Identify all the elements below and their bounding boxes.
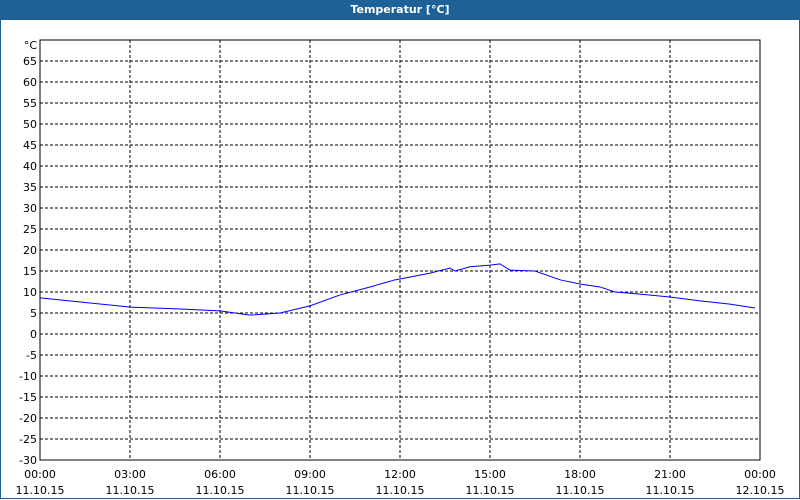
temperature-line	[39, 263, 756, 316]
x-tick-date: 11.10.15	[376, 484, 425, 497]
x-tick-date: 11.10.15	[556, 484, 605, 497]
y-tick-label: 15	[23, 265, 37, 278]
y-tick-label: -25	[19, 433, 37, 446]
x-tick-time: 03:00	[114, 468, 146, 481]
x-tick-time: 15:00	[474, 468, 506, 481]
y-tick-label: 60	[23, 76, 37, 89]
x-tick-date: 12.10.15	[736, 484, 785, 497]
x-tick-time: 00:00	[24, 468, 56, 481]
y-tick-label: -15	[19, 391, 37, 404]
plot-area	[39, 39, 761, 461]
y-tick-label: 45	[23, 139, 37, 152]
x-tick-time: 21:00	[654, 468, 686, 481]
y-tick-label: 10	[23, 286, 37, 299]
x-tick-date: 11.10.15	[646, 484, 695, 497]
x-tick-time: 09:00	[294, 468, 326, 481]
x-tick-time: 06:00	[204, 468, 236, 481]
chart-title: Temperatur [°C]	[0, 0, 800, 20]
y-tick-label: 40	[23, 160, 37, 173]
y-tick-label: 35	[23, 181, 37, 194]
y-tick-label: 65	[23, 55, 37, 68]
x-tick-date: 11.10.15	[16, 484, 65, 497]
x-tick-time: 00:00	[744, 468, 776, 481]
x-tick-date: 11.10.15	[106, 484, 155, 497]
y-tick-label: 5	[30, 307, 37, 320]
y-tick-label: 55	[23, 97, 37, 110]
y-tick-label: 50	[23, 118, 37, 131]
x-tick-time: 12:00	[384, 468, 416, 481]
y-tick-label: 30	[23, 202, 37, 215]
y-tick-label: -10	[19, 370, 37, 383]
x-tick-date: 11.10.15	[286, 484, 335, 497]
y-tick-label: 25	[23, 223, 37, 236]
x-tick-date: 11.10.15	[466, 484, 515, 497]
y-tick-label: -30	[19, 454, 37, 467]
x-tick-date: 11.10.15	[196, 484, 245, 497]
y-tick-label: 20	[23, 244, 37, 257]
x-tick-time: 18:00	[564, 468, 596, 481]
y-tick-label: -5	[26, 349, 37, 362]
y-tick-label: 0	[30, 328, 37, 341]
y-tick-label: -20	[19, 412, 37, 425]
y-axis-unit: °C	[24, 39, 38, 52]
